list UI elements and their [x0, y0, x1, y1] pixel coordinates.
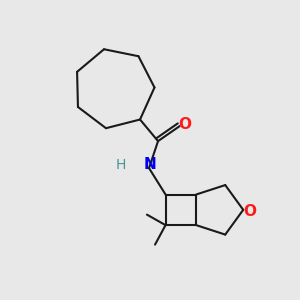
Text: O: O — [243, 204, 256, 219]
Text: H: H — [116, 158, 126, 172]
Text: N: N — [144, 157, 156, 172]
Text: O: O — [178, 117, 191, 132]
